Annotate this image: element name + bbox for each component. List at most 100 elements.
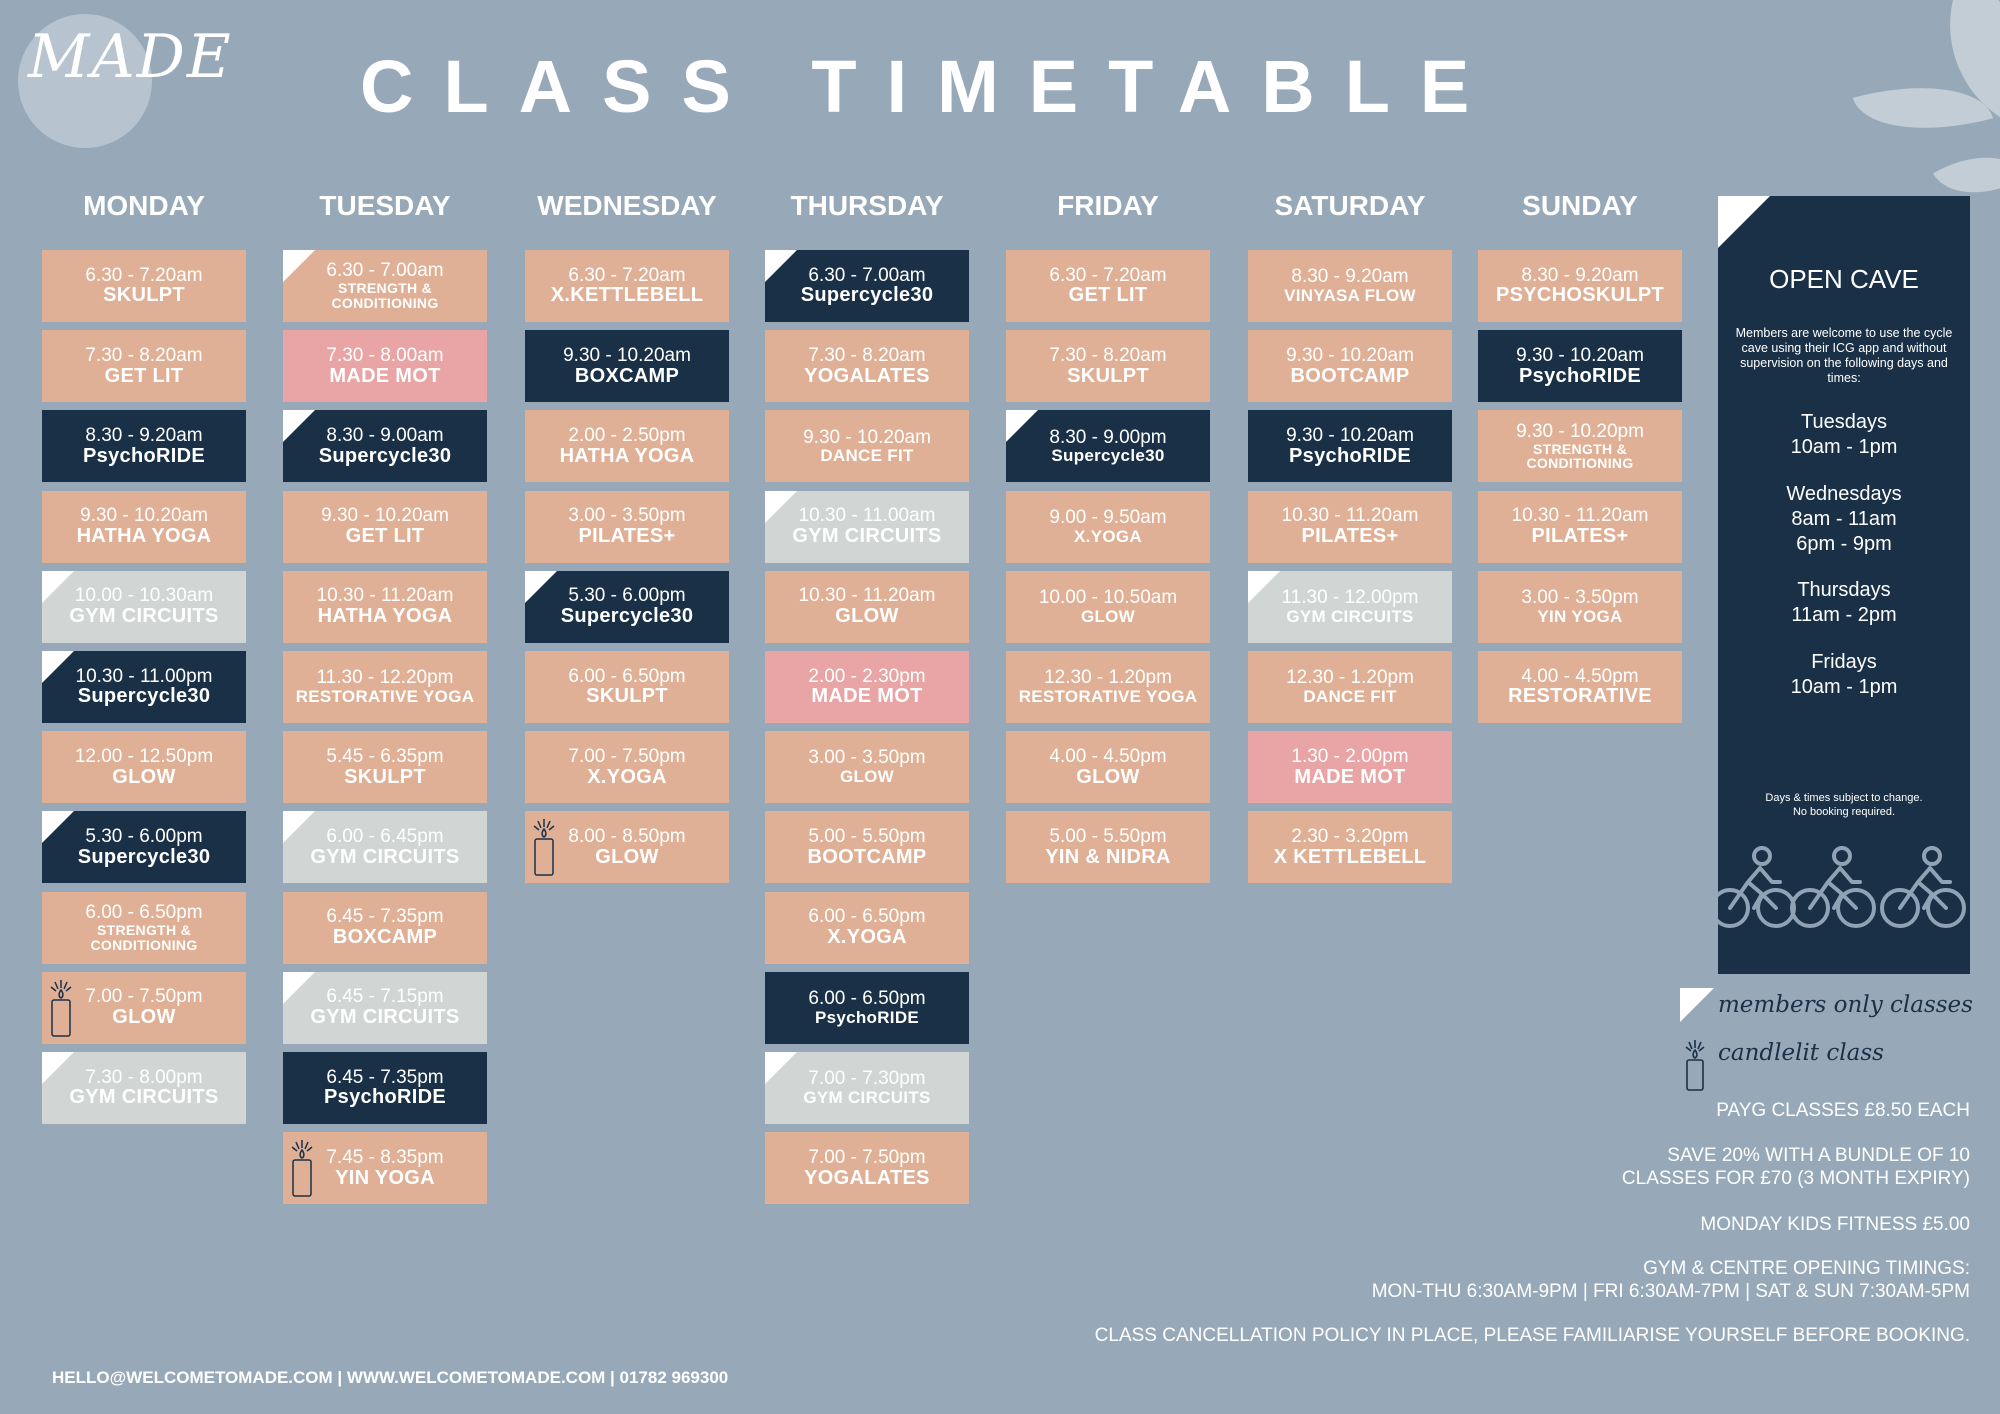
class-card[interactable]: 11.30 - 12.20pm RESTORATIVE YOGA bbox=[283, 651, 487, 723]
class-card[interactable]: 6.30 - 7.00am STRENGTH & CONDITIONING bbox=[283, 250, 487, 322]
class-time: 9.30 - 10.20am bbox=[1286, 344, 1414, 366]
class-card[interactable]: 8.30 - 9.00am Supercycle30 bbox=[283, 410, 487, 483]
class-card[interactable]: 9.30 - 10.20am PsychoRIDE bbox=[1248, 410, 1452, 483]
class-card[interactable]: 7.00 - 7.30pm GYM CIRCUITS bbox=[765, 1052, 969, 1124]
class-name: BOOTCAMP bbox=[1290, 364, 1410, 387]
bundle-offer: SAVE 20% WITH A BUNDLE OF 10 CLASSES FOR… bbox=[1621, 1145, 1970, 1189]
class-card[interactable]: 7.30 - 8.00am MADE MOT bbox=[283, 330, 487, 403]
open-cave-panel: OPEN CAVE Members are welcome to use the… bbox=[1718, 196, 1970, 974]
class-card[interactable]: 9.30 - 10.20am GET LIT bbox=[283, 490, 487, 563]
class-card[interactable]: 9.30 - 10.20pm STRENGTH & CONDITIONING bbox=[1478, 410, 1682, 483]
class-card[interactable]: 6.30 - 7.20am SKULPT bbox=[42, 250, 246, 322]
open-cave-schedule-friday: Fridays 10am - 1pm bbox=[1790, 651, 1898, 698]
class-card[interactable]: 2.30 - 3.20pm X KETTLEBELL bbox=[1248, 811, 1452, 884]
class-time: 7.00 - 7.30pm bbox=[808, 1068, 926, 1090]
class-time: 8.30 - 9.20am bbox=[1521, 264, 1639, 286]
class-card[interactable]: 6.00 - 6.50pm STRENGTH & CONDITIONING bbox=[42, 891, 246, 964]
day-header: THURSDAY bbox=[790, 190, 944, 221]
class-card[interactable]: 10.30 - 11.00pm Supercycle30 bbox=[42, 651, 246, 723]
class-name: GYM CIRCUITS bbox=[803, 1088, 931, 1108]
class-card[interactable]: 5.00 - 5.50pm BOOTCAMP bbox=[765, 811, 969, 884]
candle-icon bbox=[533, 819, 555, 877]
class-card[interactable]: 6.00 - 6.45pm GYM CIRCUITS bbox=[283, 811, 487, 884]
class-card[interactable]: 5.30 - 6.00pm Supercycle30 bbox=[525, 570, 729, 643]
class-card[interactable]: 9.30 - 10.20am DANCE FIT bbox=[765, 410, 969, 483]
class-name: YIN & NIDRA bbox=[1045, 845, 1171, 868]
class-card[interactable]: 6.00 - 6.50pm X.YOGA bbox=[765, 891, 969, 964]
class-card[interactable]: 10.30 - 11.20am PILATES+ bbox=[1248, 490, 1452, 563]
class-card[interactable]: 2.00 - 2.50pm HATHA YOGA bbox=[525, 410, 729, 483]
class-card[interactable]: 6.45 - 7.15pm GYM CIRCUITS bbox=[283, 971, 487, 1044]
class-time: 7.45 - 8.35pm bbox=[326, 1146, 444, 1168]
class-card[interactable]: 7.00 - 7.50pm GLOW bbox=[42, 971, 246, 1044]
class-card[interactable]: 4.00 - 4.50pm GLOW bbox=[1006, 731, 1210, 804]
class-card[interactable]: 3.00 - 3.50pm PILATES+ bbox=[525, 490, 729, 563]
class-card[interactable]: 6.45 - 7.35pm BOXCAMP bbox=[283, 891, 487, 964]
class-name: GLOW bbox=[112, 765, 176, 788]
class-card[interactable]: 7.00 - 7.50pm X.YOGA bbox=[525, 731, 729, 804]
logo-circle bbox=[18, 14, 152, 148]
class-card[interactable]: 5.30 - 6.00pm Supercycle30 bbox=[42, 811, 246, 884]
class-card[interactable]: 6.30 - 7.20am GET LIT bbox=[1006, 250, 1210, 322]
class-card[interactable]: 10.30 - 11.00am GYM CIRCUITS bbox=[765, 490, 969, 563]
class-card[interactable]: 9.30 - 10.20am BOXCAMP bbox=[525, 330, 729, 403]
class-time: 9.30 - 10.20am bbox=[80, 505, 208, 527]
class-name: MADE MOT bbox=[811, 685, 923, 708]
day-header: TUESDAY bbox=[319, 190, 451, 221]
class-name: Supercycle30 bbox=[1051, 446, 1165, 466]
class-card[interactable]: 9.30 - 10.20am PsychoRIDE bbox=[1478, 330, 1682, 403]
day-header: MONDAY bbox=[83, 190, 205, 221]
class-card[interactable]: 10.30 - 11.20am PILATES+ bbox=[1478, 490, 1682, 563]
page-title: CLASS TIMETABLE bbox=[360, 45, 1500, 128]
class-card[interactable]: 8.30 - 9.00pm Supercycle30 bbox=[1006, 410, 1210, 483]
class-card[interactable]: 6.30 - 7.20am X.KETTLEBELL bbox=[525, 250, 729, 322]
class-card[interactable]: 8.30 - 9.20am VINYASA FLOW bbox=[1248, 250, 1452, 322]
class-card[interactable]: 8.30 - 9.20am PsychoRIDE bbox=[42, 410, 246, 483]
class-card[interactable]: 12.30 - 1.20pm DANCE FIT bbox=[1248, 651, 1452, 723]
class-card[interactable]: 12.30 - 1.20pm RESTORATIVE YOGA bbox=[1006, 651, 1210, 723]
class-card[interactable]: 9.30 - 10.20am BOOTCAMP bbox=[1248, 330, 1452, 403]
class-card[interactable]: 7.30 - 8.00pm GYM CIRCUITS bbox=[42, 1052, 246, 1124]
class-card[interactable]: 7.30 - 8.20am SKULPT bbox=[1006, 330, 1210, 403]
class-name: GYM CIRCUITS bbox=[792, 525, 942, 548]
class-card[interactable]: 3.00 - 3.50pm YIN YOGA bbox=[1478, 570, 1682, 643]
class-card[interactable]: 9.30 - 10.20am HATHA YOGA bbox=[42, 490, 246, 563]
class-time: 12.00 - 12.50pm bbox=[74, 745, 214, 767]
class-card[interactable]: 2.00 - 2.30pm MADE MOT bbox=[765, 651, 969, 723]
class-card[interactable]: 12.00 - 12.50pm GLOW bbox=[42, 731, 246, 804]
class-card[interactable]: 5.45 - 6.35pm SKULPT bbox=[283, 731, 487, 804]
members-only-icon bbox=[283, 250, 315, 282]
class-card[interactable]: 6.45 - 7.35pm PsychoRIDE bbox=[283, 1052, 487, 1124]
class-card[interactable]: 6.00 - 6.50pm PsychoRIDE bbox=[765, 971, 969, 1044]
class-card[interactable]: 10.00 - 10.30am GYM CIRCUITS bbox=[42, 570, 246, 643]
class-name: SKULPT bbox=[103, 284, 185, 307]
class-name: MADE MOT bbox=[329, 364, 441, 387]
members-only-icon bbox=[525, 570, 557, 603]
class-time: 7.30 - 8.00pm bbox=[85, 1066, 203, 1088]
class-card[interactable]: 1.30 - 2.00pm MADE MOT bbox=[1248, 731, 1452, 804]
class-card[interactable]: 10.00 - 10.50am GLOW bbox=[1006, 570, 1210, 643]
class-time: 7.00 - 7.50pm bbox=[568, 745, 686, 767]
class-card[interactable]: 7.30 - 8.20am YOGALATES bbox=[765, 330, 969, 403]
class-card[interactable]: 11.30 - 12.00pm GYM CIRCUITS bbox=[1248, 570, 1452, 643]
class-card[interactable]: 10.30 - 11.20am HATHA YOGA bbox=[283, 570, 487, 643]
class-card[interactable]: 8.00 - 8.50pm GLOW bbox=[525, 811, 729, 884]
class-time: 6.00 - 6.50pm bbox=[808, 906, 926, 928]
class-card[interactable]: 5.00 - 5.50pm YIN & NIDRA bbox=[1006, 811, 1210, 884]
class-time: 5.30 - 6.00pm bbox=[568, 585, 686, 607]
class-card[interactable]: 10.30 - 11.20am GLOW bbox=[765, 570, 969, 643]
class-card[interactable]: 7.30 - 8.20am GET LIT bbox=[42, 330, 246, 403]
class-card[interactable]: 6.30 - 7.00am Supercycle30 bbox=[765, 250, 969, 322]
class-card[interactable]: 9.00 - 9.50am X.YOGA bbox=[1006, 490, 1210, 563]
open-cave-description: Members are welcome to use the cycle cav… bbox=[1735, 326, 1953, 385]
class-card[interactable]: 6.00 - 6.50pm SKULPT bbox=[525, 651, 729, 723]
class-time: 12.30 - 1.20pm bbox=[1044, 667, 1172, 689]
class-name: Supercycle30 bbox=[800, 284, 934, 307]
class-card[interactable]: 8.30 - 9.20am PSYCHOSKULPT bbox=[1478, 250, 1682, 322]
class-card[interactable]: 3.00 - 3.50pm GLOW bbox=[765, 731, 969, 804]
class-card[interactable]: 7.45 - 8.35pm YIN YOGA bbox=[283, 1132, 487, 1205]
class-card[interactable]: 4.00 - 4.50pm RESTORATIVE bbox=[1478, 651, 1682, 723]
class-card[interactable]: 7.00 - 7.50pm YOGALATES bbox=[765, 1132, 969, 1205]
class-time: 6.00 - 6.50pm bbox=[85, 901, 203, 923]
members-only-icon bbox=[765, 490, 797, 523]
